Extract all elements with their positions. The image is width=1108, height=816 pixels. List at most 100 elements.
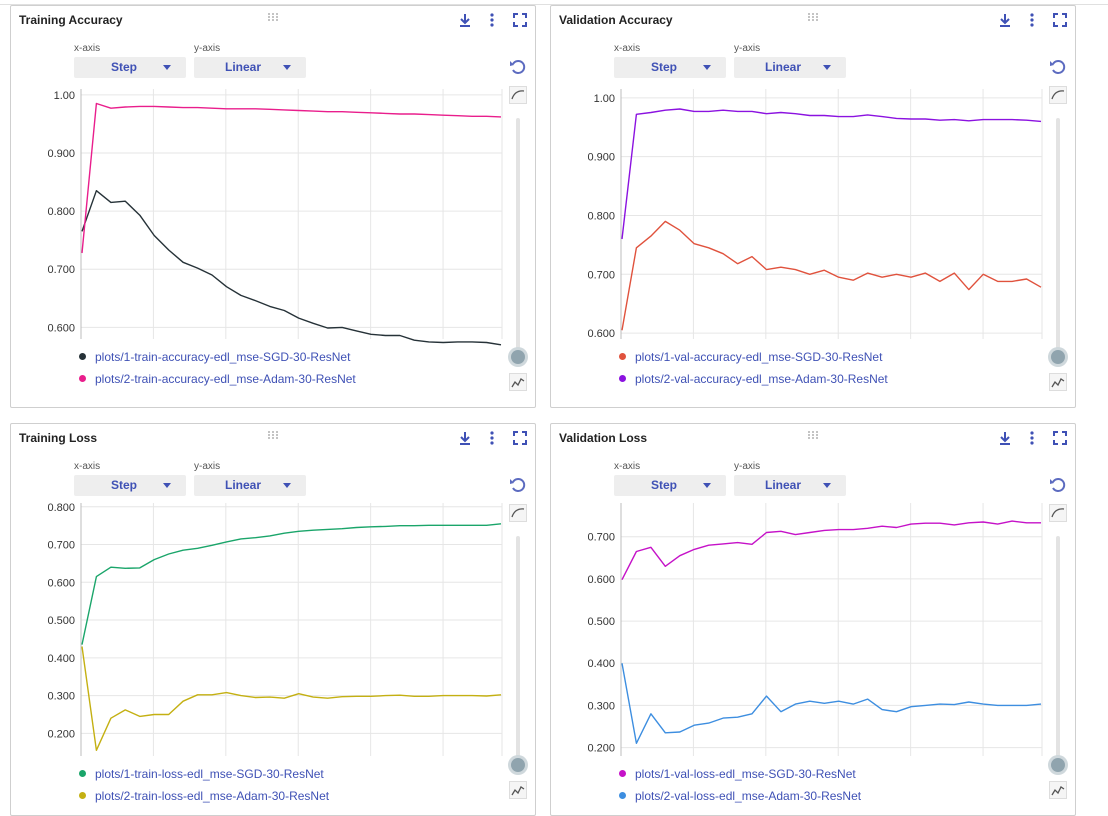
smoothing-slider-track[interactable]: [516, 118, 520, 357]
download-icon: [460, 432, 470, 445]
y-tick-label: 0.500: [587, 616, 615, 628]
series-line-2[interactable]: [81, 646, 502, 752]
chevron-down-icon: [163, 65, 171, 70]
smoothing-slider-track[interactable]: [516, 536, 520, 765]
fullscreen-icon: [513, 431, 527, 445]
y-tick-label: 0.600: [587, 574, 615, 586]
legend-color-dot: [619, 770, 626, 778]
more-options-button[interactable]: [1024, 430, 1040, 446]
chart-type-button[interactable]: [509, 781, 527, 799]
y-tick-label: 0.600: [47, 322, 75, 334]
more-options-button[interactable]: [1024, 12, 1040, 28]
drag-handle-icon[interactable]: [267, 427, 281, 439]
series-line-1[interactable]: [621, 220, 1042, 331]
series-line-2[interactable]: [621, 663, 1042, 745]
legend-item[interactable]: plots/1-train-loss-edl_mse-SGD-30-ResNet: [79, 763, 329, 785]
chart-plot-area[interactable]: 0.600 0.700 0.800 0.900 1.00: [47, 89, 503, 346]
chevron-down-icon: [823, 65, 831, 70]
y-tick-label: 0.800: [47, 502, 75, 514]
more-vert-icon: [1030, 13, 1034, 27]
x-axis-select[interactable]: Step: [74, 475, 186, 496]
y-tick-label: 0.200: [47, 728, 75, 740]
fullscreen-button[interactable]: [512, 12, 528, 28]
reset-zoom-button[interactable]: [509, 58, 527, 76]
chart-plot-area[interactable]: 0.200 0.300 0.400 0.500 0.600 0.700 0.800: [47, 502, 503, 756]
y-axis-select[interactable]: Linear: [194, 475, 306, 496]
download-button[interactable]: [457, 430, 473, 446]
legend-item[interactable]: plots/2-val-loss-edl_mse-Adam-30-ResNet: [619, 785, 861, 807]
chart-type-button[interactable]: [1049, 781, 1067, 799]
download-button[interactable]: [457, 12, 473, 28]
series-line-2[interactable]: [621, 108, 1042, 240]
series-line-1[interactable]: [621, 520, 1041, 581]
legend-color-dot: [619, 353, 626, 361]
smoothing-button[interactable]: [509, 86, 527, 104]
y-axis-select[interactable]: Linear: [194, 57, 306, 78]
y-tick-label: 1.00: [54, 90, 75, 102]
y-tick-label: 0.900: [587, 152, 615, 164]
smoothing-slider-knob[interactable]: [1051, 758, 1065, 772]
chart-type-button[interactable]: [509, 373, 527, 391]
y-tick-label: 0.400: [47, 653, 75, 665]
chart-plot-area[interactable]: 0.600 0.700 0.800 0.900 1.00: [587, 89, 1043, 340]
legend-color-dot: [79, 353, 86, 361]
more-options-button[interactable]: [484, 12, 500, 28]
x-axis-select[interactable]: Step: [74, 57, 186, 78]
y-axis-select-value: Linear: [225, 478, 262, 492]
y-axis-select[interactable]: Linear: [734, 57, 846, 78]
y-axis-caption: y-axis: [194, 43, 221, 54]
series-line-2[interactable]: [81, 102, 502, 254]
chart-plot-area[interactable]: 0.200 0.300 0.400 0.500 0.600 0.700: [587, 503, 1043, 756]
series-line-1[interactable]: [81, 523, 502, 645]
reset-zoom-button[interactable]: [1049, 476, 1067, 494]
chart-card: Validation Loss x-axis y-axis Step Linear 0.2…: [550, 423, 1076, 816]
y-axis-select[interactable]: Linear: [734, 475, 846, 496]
smoothing-button[interactable]: [1049, 86, 1067, 104]
y-tick-label: 0.300: [587, 700, 615, 712]
reset-zoom-icon: [1050, 60, 1066, 74]
download-button[interactable]: [997, 12, 1013, 28]
smoothing-button[interactable]: [1049, 504, 1067, 522]
drag-handle-icon[interactable]: [267, 9, 281, 21]
legend-item[interactable]: plots/1-val-accuracy-edl_mse-SGD-30-ResN…: [619, 346, 888, 368]
legend-item[interactable]: plots/1-val-loss-edl_mse-SGD-30-ResNet: [619, 763, 861, 785]
legend-item[interactable]: plots/2-train-accuracy-edl_mse-Adam-30-R…: [79, 368, 356, 390]
y-tick-label: 0.800: [587, 210, 615, 222]
reset-zoom-button[interactable]: [509, 476, 527, 494]
chart-type-button[interactable]: [1049, 373, 1067, 391]
fullscreen-button[interactable]: [512, 430, 528, 446]
y-axis-select-value: Linear: [765, 478, 802, 492]
smoothing-slider-track[interactable]: [1056, 536, 1060, 765]
smoothing-slider-knob[interactable]: [511, 758, 525, 772]
y-tick-label: 1.00: [594, 93, 615, 105]
more-vert-icon: [490, 431, 494, 445]
fullscreen-button[interactable]: [1052, 12, 1068, 28]
reset-zoom-button[interactable]: [1049, 58, 1067, 76]
legend-item[interactable]: plots/2-val-accuracy-edl_mse-Adam-30-Res…: [619, 368, 888, 390]
x-axis-caption: x-axis: [74, 43, 101, 54]
download-button[interactable]: [997, 430, 1013, 446]
fullscreen-button[interactable]: [1052, 430, 1068, 446]
chevron-down-icon: [163, 483, 171, 488]
x-axis-select[interactable]: Step: [614, 57, 726, 78]
smoothing-slider-track[interactable]: [1056, 118, 1060, 357]
reset-zoom-icon: [510, 478, 526, 492]
drag-handle-icon[interactable]: [807, 9, 821, 21]
y-tick-label: 0.400: [587, 658, 615, 670]
x-axis-select-value: Step: [651, 478, 678, 492]
smoothing-slider-knob[interactable]: [511, 350, 525, 364]
legend-item[interactable]: plots/2-train-loss-edl_mse-Adam-30-ResNe…: [79, 785, 329, 807]
legend-item[interactable]: plots/1-train-accuracy-edl_mse-SGD-30-Re…: [79, 346, 356, 368]
smoothing-button[interactable]: [509, 504, 527, 522]
y-tick-label: 0.500: [47, 615, 75, 627]
x-axis-select[interactable]: Step: [614, 475, 726, 496]
chevron-down-icon: [283, 483, 291, 488]
smoothing-slider-knob[interactable]: [1051, 350, 1065, 364]
chart-card: Training Accuracy x-axis y-axis Step Linear 0…: [10, 5, 536, 408]
more-options-button[interactable]: [484, 430, 500, 446]
smoothing-curve-icon: [509, 504, 527, 522]
chart-type-icon: [1049, 373, 1067, 391]
drag-handle-icon[interactable]: [807, 427, 821, 439]
top-divider: [0, 4, 1108, 5]
series-line-1[interactable]: [81, 189, 502, 346]
